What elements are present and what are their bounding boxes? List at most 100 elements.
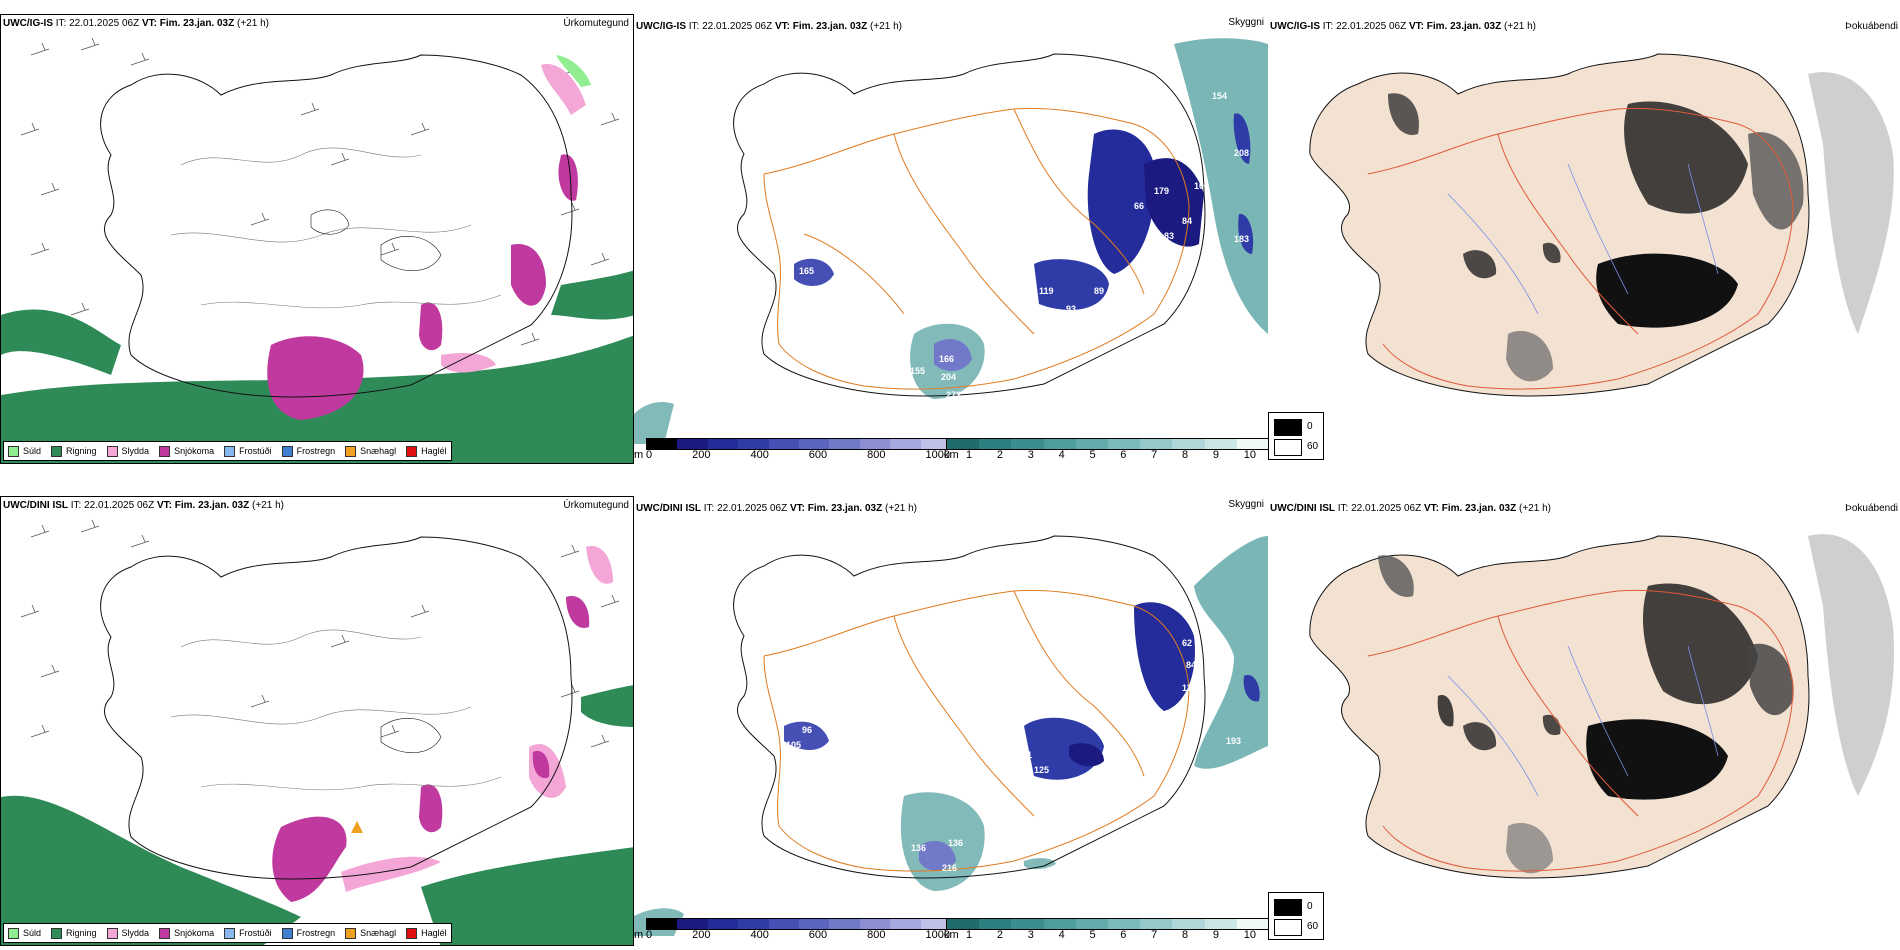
vt-label: VT: bbox=[789, 503, 805, 514]
lead-time: (+21 h) bbox=[1504, 21, 1536, 32]
legend-label: Súld bbox=[23, 446, 42, 456]
tick: 10 bbox=[1243, 929, 1256, 941]
cloud-labels: 62 84 119 193 96 105 121 125 94 106 153 … bbox=[786, 638, 1241, 873]
vt-value: Fim. 23.jan. 03Z bbox=[159, 18, 235, 29]
cloud-label: 204 bbox=[941, 372, 956, 382]
panel-title: UWC/DINI ISL IT: 22.01.2025 06Z VT: Fim.… bbox=[3, 500, 284, 511]
legend-item-frostudi: Frostúði bbox=[224, 445, 272, 457]
model-name: UWC/DINI ISL bbox=[636, 503, 701, 514]
fog-swatch-black bbox=[1274, 899, 1302, 916]
cloud-labels: 154 208 183 66 106 179 84 66 83 17 70 16… bbox=[799, 91, 1249, 400]
iceland-outline bbox=[733, 535, 1206, 879]
tick: 600 bbox=[808, 929, 828, 941]
tick: 4 bbox=[1058, 449, 1065, 461]
legend-item-snaehagl: Snæhagl bbox=[345, 927, 396, 939]
panel-title: UWC/IG-IS IT: 22.01.2025 06Z VT: Fim. 23… bbox=[3, 18, 269, 29]
tick: 400 bbox=[750, 929, 769, 941]
colorbar-segment bbox=[890, 439, 921, 449]
tick: 7 bbox=[1151, 929, 1158, 941]
cloud-base-colorbar bbox=[646, 438, 952, 450]
colorbar-segment bbox=[890, 919, 921, 929]
wind-barbs bbox=[20, 519, 620, 748]
cloud-label: 70 bbox=[1154, 271, 1164, 281]
vt-value: Fim. 23.jan. 03Z bbox=[807, 503, 883, 514]
cloud-label: 84 bbox=[1186, 660, 1196, 670]
clouds-panel-row2: UWC/DINI ISL IT: 22.01.2025 06Z VT: Fim.… bbox=[634, 496, 1268, 946]
colorbar-segment bbox=[647, 919, 678, 929]
colorbar-segment bbox=[1075, 919, 1109, 929]
road-network bbox=[763, 589, 1190, 872]
legend-swatch bbox=[106, 445, 118, 457]
tick: 600 bbox=[808, 449, 828, 461]
legend-swatch bbox=[345, 445, 357, 457]
field-name: Úrkomutegund bbox=[563, 500, 629, 511]
colorbar-segment bbox=[1108, 919, 1141, 929]
lead-time: (+21 h) bbox=[885, 503, 917, 514]
colorbar-segment bbox=[647, 439, 678, 449]
legend-item-frostregn: Frostregn bbox=[281, 927, 335, 939]
visibility-ticks: 1 2 3 4 5 6 7 8 9 10 bbox=[966, 449, 1256, 461]
cloud-base-unit: m bbox=[634, 449, 644, 461]
colorbar-segment bbox=[707, 919, 739, 929]
cloud-label: 136 bbox=[948, 838, 963, 848]
legend-swatch bbox=[345, 927, 357, 939]
it-value: 22.01.2025 06Z bbox=[1351, 503, 1422, 514]
precip-map bbox=[1, 519, 633, 945]
colorbar-segment bbox=[768, 919, 800, 929]
precip-legend: Súld Rigning Slydda Snjókoma Frostúði Fr… bbox=[3, 923, 452, 943]
legend-swatch bbox=[406, 445, 418, 457]
legend-swatch bbox=[224, 445, 236, 457]
fog-legend: 0 60 bbox=[1268, 412, 1324, 460]
colorbar-segment bbox=[829, 919, 860, 929]
legend-swatch bbox=[159, 927, 171, 939]
tick: 7 bbox=[1151, 449, 1158, 461]
colorbar-segment bbox=[677, 439, 708, 449]
tick: 5 bbox=[1089, 449, 1096, 461]
vt-value: Fim. 23.jan. 03Z bbox=[1426, 21, 1502, 32]
iceland-outline bbox=[100, 54, 573, 398]
precip-areas bbox=[1, 55, 633, 463]
fog-swatch-white bbox=[1274, 919, 1302, 936]
fog-legend: 0 60 bbox=[1268, 892, 1324, 940]
iceland-outline bbox=[100, 536, 573, 880]
legend-item-sudd: Súld bbox=[8, 445, 42, 457]
legend-swatch bbox=[51, 445, 63, 457]
colorbar-segment bbox=[1236, 439, 1268, 449]
cloud-label: 136 bbox=[911, 843, 926, 853]
cloud-label: 179 bbox=[1154, 186, 1169, 196]
fog-swatch-white bbox=[1274, 439, 1302, 456]
lead-time: (+21 h) bbox=[237, 18, 269, 29]
it-label: IT: bbox=[55, 18, 67, 29]
tick: 6 bbox=[1120, 929, 1127, 941]
legend-label: Snjókoma bbox=[174, 446, 215, 456]
colorbar-segment bbox=[920, 439, 952, 449]
cloud-label: 106 bbox=[1090, 773, 1105, 783]
it-label: IT: bbox=[1337, 503, 1349, 514]
fog-label: 0 bbox=[1307, 421, 1313, 432]
legend-label: Súld bbox=[23, 928, 42, 938]
legend-label: Rigning bbox=[66, 446, 97, 456]
panel-title: UWC/DINI ISL IT: 22.01.2025 06Z VT: Fim.… bbox=[1270, 503, 1551, 514]
legend-label: Frostúði bbox=[239, 446, 272, 456]
colorbar-segment bbox=[677, 919, 708, 929]
legend-swatch bbox=[159, 445, 171, 457]
colorbar-segment bbox=[1075, 439, 1109, 449]
vt-value: Fim. 23.jan. 03Z bbox=[1441, 503, 1517, 514]
it-label: IT: bbox=[70, 500, 82, 511]
colorbar-segment bbox=[768, 439, 800, 449]
fog-map bbox=[1309, 534, 1894, 879]
legend-swatch bbox=[406, 927, 418, 939]
colorbar-segment bbox=[707, 439, 739, 449]
colorbar-segment bbox=[738, 439, 769, 449]
cloud-label: 66 bbox=[1134, 201, 1144, 211]
legend-item-frostudi: Frostúði bbox=[224, 927, 272, 939]
precip-areas bbox=[1, 546, 633, 945]
it-value: 22.01.2025 06Z bbox=[1336, 21, 1407, 32]
cloud-label: 18 bbox=[1134, 732, 1144, 742]
vt-label: VT: bbox=[1423, 503, 1439, 514]
legend-item-snjokoma: Snjókoma bbox=[159, 445, 215, 457]
colorbar-segment bbox=[1011, 439, 1044, 449]
it-label: IT: bbox=[688, 21, 700, 32]
legend-swatch bbox=[8, 445, 19, 457]
fog-panel-row1: UWC/IG-IS IT: 22.01.2025 06Z VT: Fim. 23… bbox=[1268, 14, 1900, 464]
